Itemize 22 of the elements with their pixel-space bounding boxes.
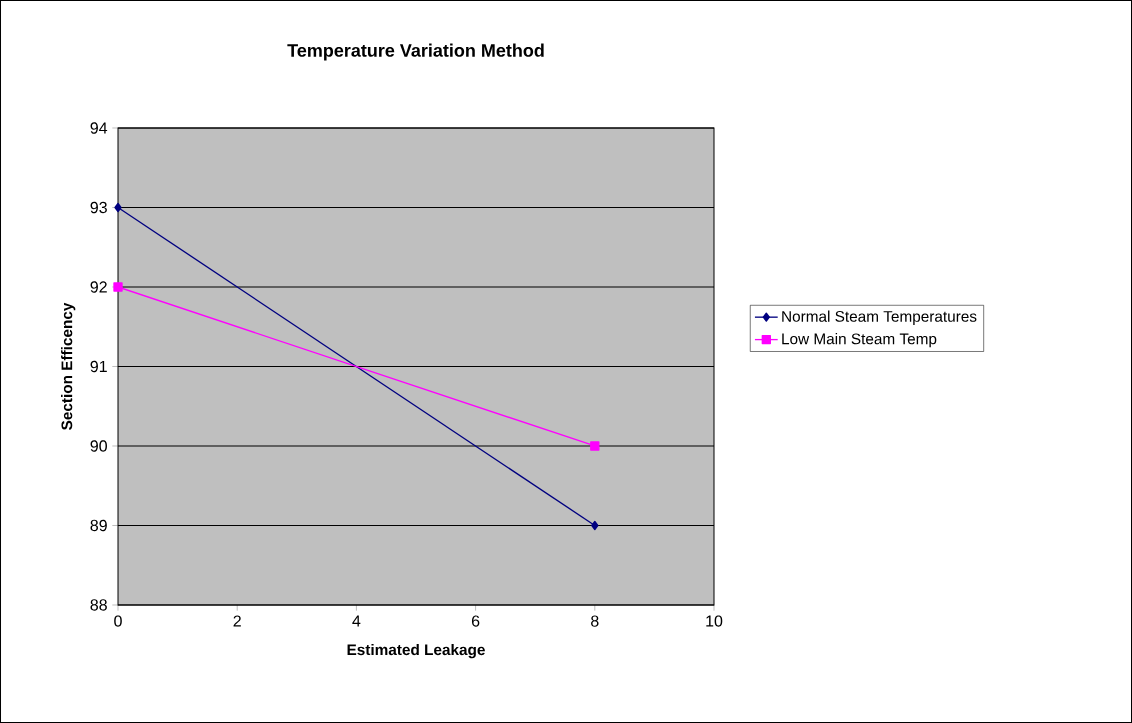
y-axis-title: Section Efficency (61, 302, 76, 430)
point (114, 202, 122, 213)
x-tick-label: 2 (233, 615, 241, 627)
point (590, 441, 600, 451)
point (113, 282, 123, 292)
y-tick-label: 93 (90, 201, 107, 214)
x-tick-label: 4 (352, 615, 361, 627)
y-tick-label: 89 (90, 519, 107, 532)
x-tick-label: 8 (591, 615, 599, 627)
x-axis-title: Estimated Leakage (347, 643, 485, 659)
legend-label: Normal Steam Temperatures (782, 310, 977, 325)
legend-label: Low Main Steam Temp (782, 333, 937, 348)
y-tick-label: 88 (90, 599, 107, 611)
chart-title: Temperature Variation Method (287, 43, 544, 61)
point (591, 520, 599, 531)
x-tick-label: 10 (706, 615, 723, 627)
x-tick-label: 0 (114, 615, 122, 627)
x-tick-label: 6 (471, 615, 480, 627)
y-tick-label: 90 (90, 440, 107, 452)
y-tick-label: 92 (90, 281, 107, 293)
y-tick-label: 91 (90, 360, 107, 373)
y-tick-label: 94 (90, 122, 108, 134)
